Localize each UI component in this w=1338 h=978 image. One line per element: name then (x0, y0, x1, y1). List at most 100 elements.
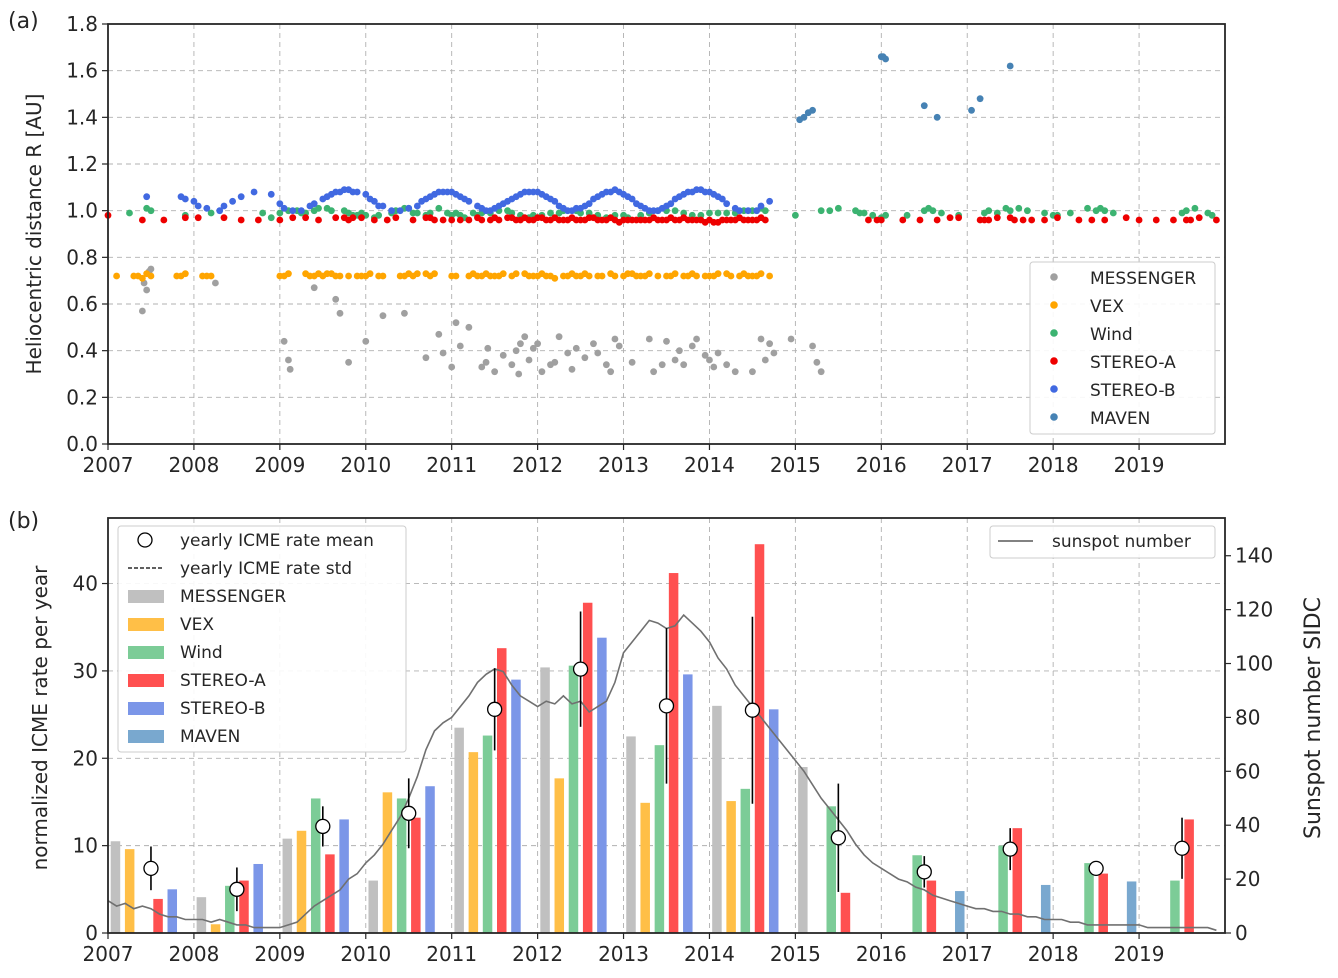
data-point (383, 216, 391, 224)
data-point (315, 204, 322, 212)
data-point (508, 361, 516, 369)
data-point (753, 207, 761, 215)
y-tick-label: 40 (73, 572, 98, 596)
data-point (439, 216, 447, 224)
bar-series-wind (225, 665, 1180, 933)
data-point (766, 272, 774, 280)
data-point (671, 207, 679, 215)
data-point (572, 344, 580, 352)
data-point (723, 200, 731, 208)
bar (454, 727, 464, 933)
data-point (899, 216, 907, 224)
data-point (259, 209, 267, 217)
data-point (143, 286, 151, 294)
data-point (1066, 209, 1074, 217)
data-point (515, 370, 523, 378)
data-point (138, 216, 146, 224)
legend-marker (1050, 357, 1058, 365)
data-point (749, 368, 756, 376)
x-tick-label: 2014 (684, 453, 735, 477)
data-point (465, 197, 473, 205)
data-point (280, 204, 288, 212)
data-point (345, 358, 352, 366)
data-point (310, 284, 318, 292)
data-point (697, 211, 705, 219)
bar (296, 830, 307, 933)
data-point (405, 204, 413, 212)
bar (668, 573, 679, 933)
data-point (482, 358, 490, 366)
data-point (413, 209, 421, 217)
bar (740, 788, 751, 933)
data-point (675, 347, 683, 355)
data-point (1006, 62, 1014, 70)
data-point (484, 344, 492, 352)
data-point (1208, 211, 1216, 219)
data-point (401, 309, 408, 317)
data-point (1152, 216, 1160, 224)
data-point (431, 270, 438, 278)
panel-a-y-ticks: 0.0 0.2 0.4 0.6 0.8 1.0 1.2 1.4 1.6 1.8 (66, 12, 108, 456)
data-point (585, 272, 593, 280)
y-tick-label: 0.6 (66, 292, 98, 316)
bar (339, 819, 349, 933)
data-point (310, 200, 318, 208)
mean-marker (744, 702, 761, 718)
x-tick-label: 2018 (1028, 942, 1079, 966)
data-point (439, 349, 447, 357)
bar (540, 667, 550, 933)
data-point (761, 356, 769, 364)
data-point (1054, 214, 1061, 222)
data-point (207, 272, 215, 280)
data-point (379, 202, 387, 210)
panel-a-frame (107, 23, 1226, 445)
data-point (370, 216, 378, 224)
data-point (809, 342, 816, 350)
data-point (353, 188, 361, 196)
data-point (512, 347, 520, 355)
data-point (495, 216, 503, 224)
panel-a-label: (a) (8, 9, 39, 34)
y-right-tick-label: 140 (1235, 544, 1273, 568)
bar (1170, 880, 1180, 933)
legend-swatch (128, 702, 164, 715)
bar (568, 665, 579, 933)
bar (826, 806, 836, 933)
data-point (1011, 216, 1018, 224)
y-tick-label: 0.8 (66, 245, 98, 269)
data-point (512, 270, 520, 278)
bar-series-messenger (110, 667, 808, 933)
data-point (757, 270, 765, 278)
data-point (143, 193, 151, 201)
data-point (933, 216, 941, 224)
x-tick-label: 2017 (942, 942, 993, 966)
data-point (757, 202, 765, 210)
sunspot-line (107, 613, 1217, 932)
y-right-tick-label: 0 (1235, 921, 1248, 945)
data-point (791, 211, 799, 219)
bar (425, 786, 435, 933)
data-point (568, 365, 576, 373)
data-point (216, 207, 224, 215)
data-point (538, 368, 546, 376)
data-point (637, 211, 645, 219)
data-point (379, 272, 387, 280)
data-point (877, 216, 885, 224)
mean-marker (143, 860, 159, 876)
x-tick-label: 2013 (598, 453, 649, 477)
data-point (138, 307, 146, 315)
legend-label: yearly ICME rate mean (180, 531, 374, 551)
data-point (1015, 204, 1023, 212)
x-tick-label: 2009 (254, 942, 305, 966)
legend-marker (1050, 413, 1058, 421)
data-point (452, 272, 460, 280)
legend-label: Wind (1090, 325, 1133, 345)
x-tick-label: 2009 (254, 453, 305, 477)
y-tick-label: 0 (85, 921, 98, 945)
legend-marker (1050, 273, 1058, 281)
panel-b-frame (107, 517, 1226, 934)
series-stereo-b (143, 186, 774, 215)
mean-marker (572, 661, 589, 677)
series-messenger (138, 265, 825, 378)
legend-label: sunspot number (1052, 532, 1191, 552)
